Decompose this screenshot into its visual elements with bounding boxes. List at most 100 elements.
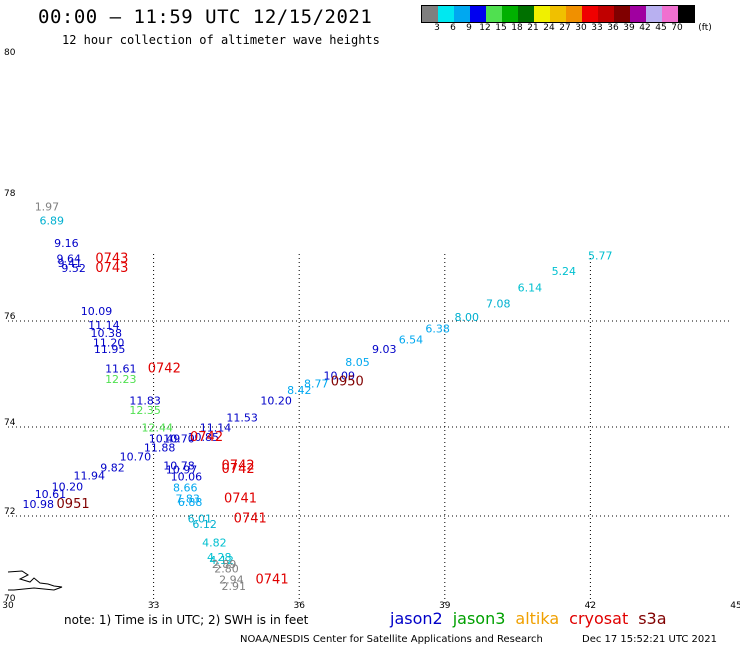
swh-value: 10.70 (163, 433, 195, 446)
swh-value: 9.16 (54, 237, 79, 250)
color-swatch (678, 6, 694, 22)
x-tick-label: 39 (439, 601, 451, 611)
axis-tick-labels: 30 33 36 39 42 45 70 72 74 76 78 80 (2, 48, 740, 611)
swh-value: 6.89 (40, 214, 64, 227)
swh-value: 9.03 (372, 343, 397, 356)
page-subtitle: 12 hour collection of altimeter wave hei… (62, 33, 380, 47)
swh-value: 5.77 (588, 250, 613, 263)
color-scale-label: 70 (671, 23, 683, 33)
y-tick-label: 74 (4, 418, 16, 428)
color-scale-unit: (ft) (698, 23, 712, 33)
x-tick-label: 36 (293, 601, 305, 611)
color-swatch (518, 6, 534, 22)
pass-time: 0742 (222, 458, 255, 473)
swh-value: 9.82 (100, 462, 125, 475)
coastline (7, 570, 63, 591)
swh-value: 8.77 (304, 377, 329, 390)
color-swatch (550, 6, 566, 22)
color-swatch (566, 6, 582, 22)
swh-value: 11.94 (74, 470, 106, 483)
legend-item-cryosat: cryosat (569, 609, 629, 628)
swh-value: 10.49 (149, 433, 181, 446)
swh-value: 4.28 (207, 551, 232, 564)
pass-time: 0741 (256, 572, 289, 587)
legend-item-jason3: jason3 (452, 609, 506, 628)
color-scale-label: 33 (591, 23, 603, 33)
swh-value: 8.42 (287, 384, 312, 397)
swh-value: 8.66 (173, 482, 198, 495)
credit-source: NOAA/NESDIS Center for Satellite Applica… (240, 634, 543, 645)
pass-time: 0951 (57, 497, 90, 512)
color-scale-label: 9 (466, 23, 472, 33)
swh-value: 11.83 (129, 395, 161, 408)
color-scale-labels: 3 6 9 12 15 18 21 24 27 30 33 36 39 42 45 70 (ft) (421, 23, 731, 35)
pass-time: 0743 (95, 261, 128, 276)
swh-value: 10.20 (260, 395, 292, 408)
swh-value: 10.78 (163, 459, 195, 472)
swh-value: 11.88 (144, 441, 176, 454)
swh-value: 11.14 (88, 319, 120, 332)
swh-value: 6.14 (518, 281, 543, 294)
swh-value: 8.05 (345, 356, 370, 369)
swh-value: 12.23 (105, 373, 137, 386)
swh-value: 10.09 (81, 305, 113, 318)
swh-value: 11.61 (105, 362, 137, 375)
swh-value: 10.98 (23, 498, 54, 511)
swh-value: 12.35 (129, 404, 161, 417)
swh-value: 11.95 (94, 343, 126, 356)
x-tick-label: 45 (730, 601, 740, 611)
y-tick-label: 76 (4, 312, 16, 322)
legend-item-s3a: s3a (638, 609, 667, 628)
color-scale-label: 45 (655, 23, 667, 33)
swh-value: 5.24 (552, 265, 577, 278)
wave-height-observations: 1.976.899.169.649.419.5210.0911.1410.381… (23, 200, 613, 593)
swh-value: 2.94 (219, 573, 244, 586)
swh-value: 4.12 (209, 554, 234, 567)
swh-value: 10.20 (52, 481, 84, 494)
swh-value: 7.08 (486, 297, 511, 310)
pass-time: 0741 (224, 492, 257, 507)
color-swatch (662, 6, 678, 22)
color-scale-label: 24 (543, 23, 555, 33)
color-scale-label: 30 (575, 23, 587, 33)
color-scale-label: 39 (623, 23, 635, 33)
color-swatch (646, 6, 662, 22)
credit-timestamp: Dec 17 15:52:21 UTC 2021 (582, 634, 717, 645)
color-swatch (598, 6, 614, 22)
swh-value: 9.64 (57, 253, 82, 266)
color-scale-bar (421, 5, 695, 23)
swh-value: 10.70 (120, 450, 152, 463)
legend-item-altika: altika (515, 609, 560, 628)
color-scale-label: 36 (607, 23, 619, 33)
swh-value: 10.38 (91, 327, 123, 340)
swh-value: 6.88 (178, 496, 203, 509)
y-tick-label: 72 (4, 507, 15, 517)
legend-item-jason2: jason2 (390, 609, 443, 628)
page-title: 00:00 – 11:59 UTC 12/15/2021 (38, 6, 373, 28)
swh-value: 11.20 (93, 336, 125, 349)
satellite-legend: jason2 jason3 altika cryosat s3a (390, 609, 677, 628)
color-swatch (470, 6, 486, 22)
swh-value: 10.85 (188, 431, 220, 444)
y-tick-label: 80 (4, 48, 16, 58)
pass-time: 0741 (234, 512, 267, 527)
swh-value: 6.38 (425, 323, 450, 336)
swh-value: 2.80 (214, 563, 239, 576)
swh-value: 8.00 (455, 311, 480, 324)
y-tick-label: 70 (4, 594, 16, 604)
color-swatch (502, 6, 518, 22)
color-scale-label: 3 (434, 23, 440, 33)
color-swatch (454, 6, 470, 22)
pass-time: 0742 (222, 462, 255, 477)
swh-value: 10.61 (35, 488, 66, 501)
color-swatch (534, 6, 550, 22)
swh-value: 9.52 (61, 262, 86, 275)
swh-value: 6.12 (192, 518, 217, 531)
color-swatch (582, 6, 598, 22)
pass-time: 0743 (95, 252, 128, 267)
pass-time-labels: 0743074307420742074207420741074107410951… (57, 252, 364, 588)
swh-value: 4.82 (202, 536, 227, 549)
color-swatch (486, 6, 502, 22)
swh-value: 2.91 (222, 580, 247, 593)
